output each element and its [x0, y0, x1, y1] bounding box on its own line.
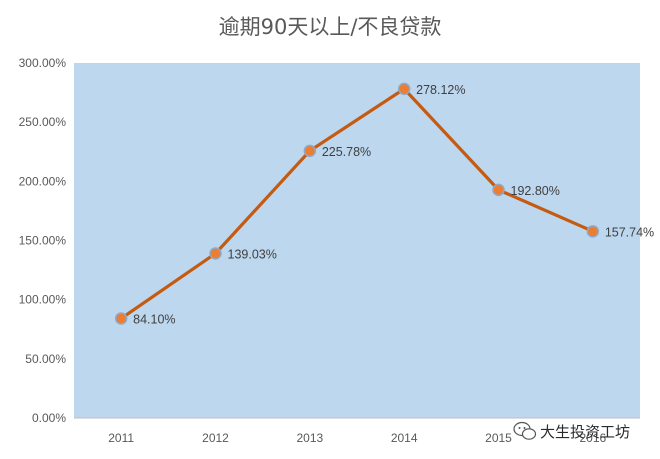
data-point	[303, 144, 317, 158]
data-point	[114, 312, 128, 325]
data-point	[492, 183, 505, 197]
data-labels: 84.10% 139.03% 225.78% 278.12% 192.80% 157.74…	[133, 83, 654, 327]
series-line	[119, 87, 595, 321]
y-axis-ticks: 0.00% 50.00% 100.00% 150.00% 200.00% 250.00% 3…	[19, 56, 67, 425]
x-tick-label: 2013	[296, 431, 323, 445]
y-tick-label: 0.00%	[32, 411, 66, 425]
data-point	[397, 82, 411, 96]
data-label: 139.03%	[228, 247, 277, 261]
data-label: 192.80%	[511, 184, 560, 198]
x-axis-ticks: 2011 2012 2013 2014 2015 2016	[108, 431, 606, 445]
y-tick-label: 50.00%	[25, 352, 66, 366]
watermark-text: 大生投资工坊	[540, 423, 630, 441]
y-tick-label: 100.00%	[19, 293, 67, 307]
x-tick-label: 2014	[391, 431, 418, 445]
x-tick-label: 2016	[579, 431, 606, 445]
watermark: 大生投资工坊	[513, 421, 630, 441]
x-tick-label: 2015	[485, 431, 512, 445]
data-label: 157.74%	[605, 225, 654, 239]
data-label: 278.12%	[416, 83, 465, 97]
data-label: 84.10%	[133, 312, 175, 326]
y-tick-label: 300.00%	[19, 56, 67, 70]
y-tick-label: 200.00%	[19, 174, 67, 188]
y-tick-label: 150.00%	[19, 234, 67, 248]
data-points	[114, 82, 600, 325]
chart-title: 逾期90天以上/不良贷款	[219, 15, 442, 39]
y-tick-label: 250.00%	[19, 115, 67, 129]
x-tick-label: 2012	[202, 431, 229, 445]
x-tick-label: 2011	[108, 431, 134, 445]
data-point	[586, 225, 600, 238]
data-point	[209, 247, 222, 260]
wechat-icon	[513, 421, 537, 440]
data-label: 225.78%	[322, 145, 371, 159]
plot-area	[74, 63, 640, 418]
